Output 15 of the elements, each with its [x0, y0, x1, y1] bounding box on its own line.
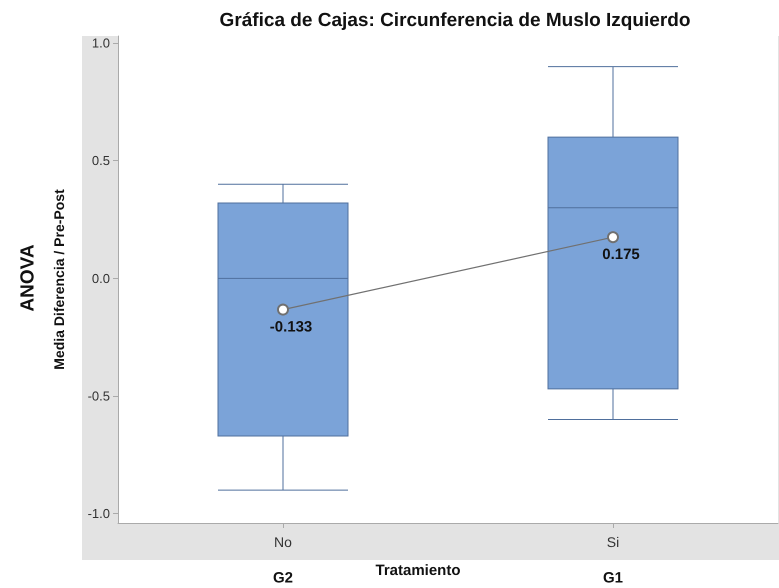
data-label: 0.175 — [602, 246, 640, 264]
y-tick-label: 0.5 — [92, 153, 110, 168]
text: ANOVA — [18, 244, 38, 312]
x-axis-title: Tratamiento — [375, 562, 461, 579]
y-tick-label: -0.5 — [88, 388, 110, 404]
y-tick-label: -1.0 — [88, 506, 110, 522]
y-axis-title: Media Diferencia / Pre-Post — [51, 188, 67, 370]
data-label: -0.133 — [270, 318, 312, 336]
x-tick-label: No — [274, 534, 292, 550]
y-tick-label: 0.0 — [92, 270, 110, 286]
chart-title: Gráfica de Cajas: Circunferencia de Muslo Izquierdo — [220, 10, 690, 31]
x-tick-label: Si — [606, 534, 620, 550]
y-tick-label: 1.0 — [92, 36, 110, 51]
text: G1 — [602, 570, 624, 586]
text: G2 — [272, 570, 294, 586]
